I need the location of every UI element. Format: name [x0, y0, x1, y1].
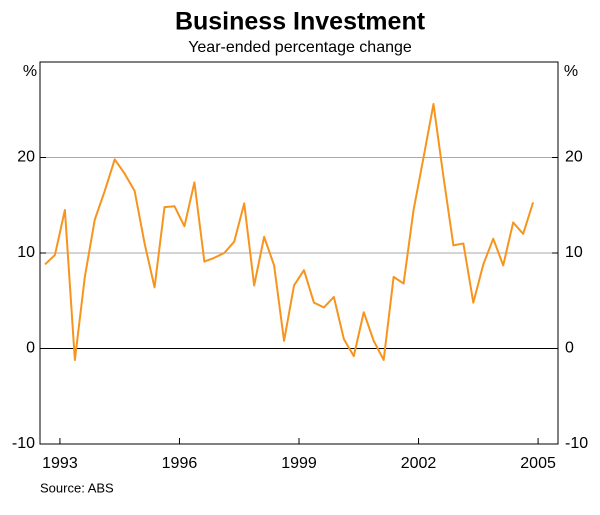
x-tick-label: 1999: [281, 455, 317, 472]
x-tick-label: 2002: [401, 455, 437, 472]
y-tick-label: -10: [12, 435, 35, 452]
data-line: [44, 103, 535, 361]
y-axis-label: %: [23, 63, 37, 80]
source: Source: ABS: [40, 480, 114, 495]
x-tick-label: 2005: [520, 455, 556, 472]
chart-subtitle: Year-ended percentage change: [188, 39, 412, 56]
y2-tick-label: -10: [565, 435, 588, 452]
plot-frame: [39, 61, 559, 445]
y-tick-label: 10: [17, 244, 35, 261]
x-tick-label: 1996: [162, 455, 198, 472]
y-tick-label: 20: [17, 149, 35, 166]
y2-tick-label: 0: [565, 340, 574, 357]
y2-tick-label: 10: [565, 244, 583, 261]
y2-axis-label: %: [564, 63, 578, 80]
y2-tick-label: 20: [565, 149, 583, 166]
x-tick-label: 1993: [42, 455, 78, 472]
y-tick-label: 0: [26, 340, 35, 357]
chart-title: Business Investment: [175, 8, 426, 36]
